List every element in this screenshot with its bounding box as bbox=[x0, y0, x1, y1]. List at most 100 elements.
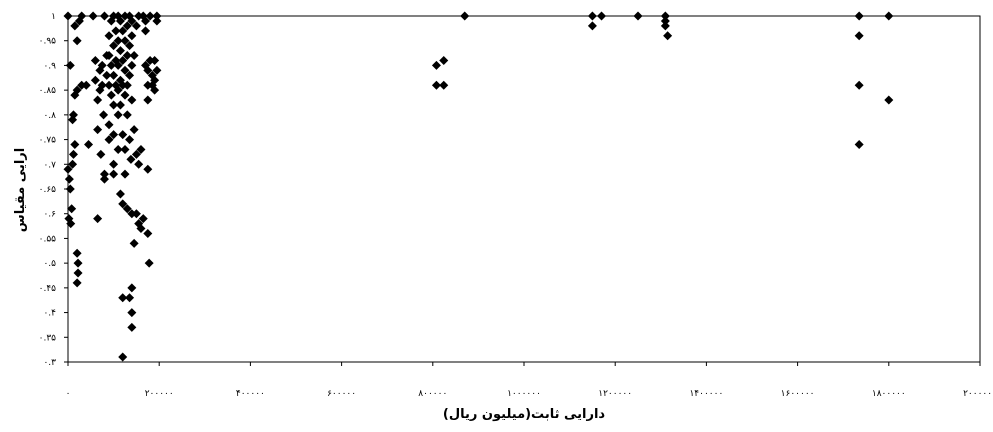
data-point bbox=[127, 308, 137, 318]
x-tick-label: ۴۰۰۰۰۰ bbox=[236, 389, 265, 399]
data-point bbox=[854, 11, 864, 21]
data-point bbox=[145, 11, 155, 21]
y-tick-label: ۰.۵ bbox=[43, 259, 56, 269]
data-point bbox=[120, 36, 130, 46]
data-point bbox=[660, 21, 670, 31]
x-tick-label: ۲۰۰۰۰۰ bbox=[145, 389, 174, 399]
data-point bbox=[118, 130, 128, 140]
y-tick-label: ۰.۳۵ bbox=[39, 333, 57, 343]
data-point bbox=[104, 31, 114, 41]
data-point bbox=[854, 31, 864, 41]
data-point bbox=[854, 140, 864, 150]
x-tick-label: ۱۶۰۰۰۰۰ bbox=[781, 389, 815, 399]
data-point bbox=[143, 80, 153, 90]
data-point bbox=[68, 149, 78, 159]
data-point bbox=[136, 144, 146, 154]
data-point bbox=[143, 95, 153, 105]
data-point bbox=[122, 110, 132, 120]
data-point bbox=[129, 125, 139, 135]
data-point bbox=[145, 55, 155, 65]
data-point bbox=[660, 16, 670, 26]
data-point bbox=[90, 55, 100, 65]
data-point bbox=[99, 11, 109, 21]
data-point bbox=[104, 51, 114, 61]
data-point bbox=[104, 135, 114, 145]
data-point bbox=[106, 60, 116, 70]
data-point bbox=[118, 55, 128, 65]
data-point bbox=[73, 268, 83, 278]
data-point bbox=[99, 110, 109, 120]
data-point bbox=[125, 41, 135, 51]
data-point bbox=[134, 11, 144, 21]
data-point bbox=[122, 80, 132, 90]
data-point bbox=[115, 100, 125, 110]
data-point bbox=[439, 80, 449, 90]
data-point bbox=[109, 130, 119, 140]
data-point bbox=[67, 204, 77, 214]
data-point bbox=[93, 125, 103, 135]
data-point bbox=[72, 278, 82, 288]
data-point bbox=[109, 100, 119, 110]
data-point bbox=[77, 11, 87, 21]
data-point bbox=[431, 80, 441, 90]
plot-area bbox=[67, 15, 981, 363]
data-point bbox=[460, 11, 470, 21]
data-point bbox=[129, 51, 139, 61]
data-point bbox=[90, 75, 100, 85]
data-point bbox=[597, 11, 607, 21]
data-point bbox=[111, 26, 121, 36]
data-point bbox=[127, 16, 137, 26]
data-point bbox=[70, 21, 80, 31]
data-point bbox=[104, 120, 114, 130]
data-point bbox=[73, 258, 83, 268]
data-point bbox=[122, 51, 132, 61]
data-point bbox=[93, 214, 103, 224]
data-point bbox=[111, 55, 121, 65]
data-point bbox=[884, 95, 894, 105]
data-point bbox=[118, 199, 128, 209]
data-point bbox=[122, 21, 132, 31]
y-tick-label: ۰.۹۵ bbox=[39, 37, 57, 47]
data-point bbox=[854, 80, 864, 90]
data-point bbox=[127, 283, 137, 293]
x-axis-title: دارایی ثابت(میلیون ریال) bbox=[443, 407, 606, 422]
data-point bbox=[141, 26, 151, 36]
data-points bbox=[63, 11, 894, 362]
data-point bbox=[431, 60, 441, 70]
data-point bbox=[131, 21, 141, 31]
x-tick-label: ۱۸۰۰۰۰۰ bbox=[872, 389, 906, 399]
x-axis-ticks: ۰ ۲۰۰۰۰۰ ۴۰۰۰۰۰ ۶۰۰۰۰۰ ۸۰۰۰۰۰ ۱۰۰۰۰۰۰ ۱۲۰۰۰۰۰ ۱… bbox=[66, 362, 993, 399]
data-point bbox=[72, 85, 82, 95]
y-tick-label: ۰.۹ bbox=[43, 61, 56, 71]
x-tick-label: ۶۰۰۰۰۰ bbox=[327, 389, 356, 399]
data-point bbox=[115, 46, 125, 56]
data-point bbox=[125, 70, 135, 80]
x-tick-label: ۱۲۰۰۰۰۰ bbox=[598, 389, 632, 399]
y-tick-label: ۰.۸ bbox=[43, 111, 56, 121]
data-point bbox=[68, 110, 78, 120]
data-point bbox=[113, 85, 123, 95]
data-point bbox=[102, 70, 112, 80]
data-point bbox=[99, 174, 109, 184]
data-point bbox=[152, 16, 162, 26]
data-point bbox=[127, 60, 137, 70]
data-point bbox=[126, 154, 136, 164]
data-point bbox=[131, 149, 141, 159]
y-tick-label: ۰.۶ bbox=[43, 210, 56, 220]
data-point bbox=[115, 189, 125, 199]
data-point bbox=[72, 36, 82, 46]
data-point bbox=[66, 219, 76, 229]
data-point bbox=[93, 95, 103, 105]
data-point bbox=[587, 21, 597, 31]
data-point bbox=[134, 159, 144, 169]
y-tick-label: ۰.۳ bbox=[43, 358, 56, 368]
data-point bbox=[64, 174, 74, 184]
data-point bbox=[120, 144, 130, 154]
y-tick-label: ۰.۴ bbox=[43, 309, 56, 319]
y-tick-label: ۰.۵۵ bbox=[39, 234, 57, 244]
data-point bbox=[63, 164, 73, 174]
y-tick-label: ۰.۶۵ bbox=[39, 185, 57, 195]
data-point bbox=[127, 322, 137, 332]
data-point bbox=[97, 80, 107, 90]
data-point bbox=[120, 11, 130, 21]
